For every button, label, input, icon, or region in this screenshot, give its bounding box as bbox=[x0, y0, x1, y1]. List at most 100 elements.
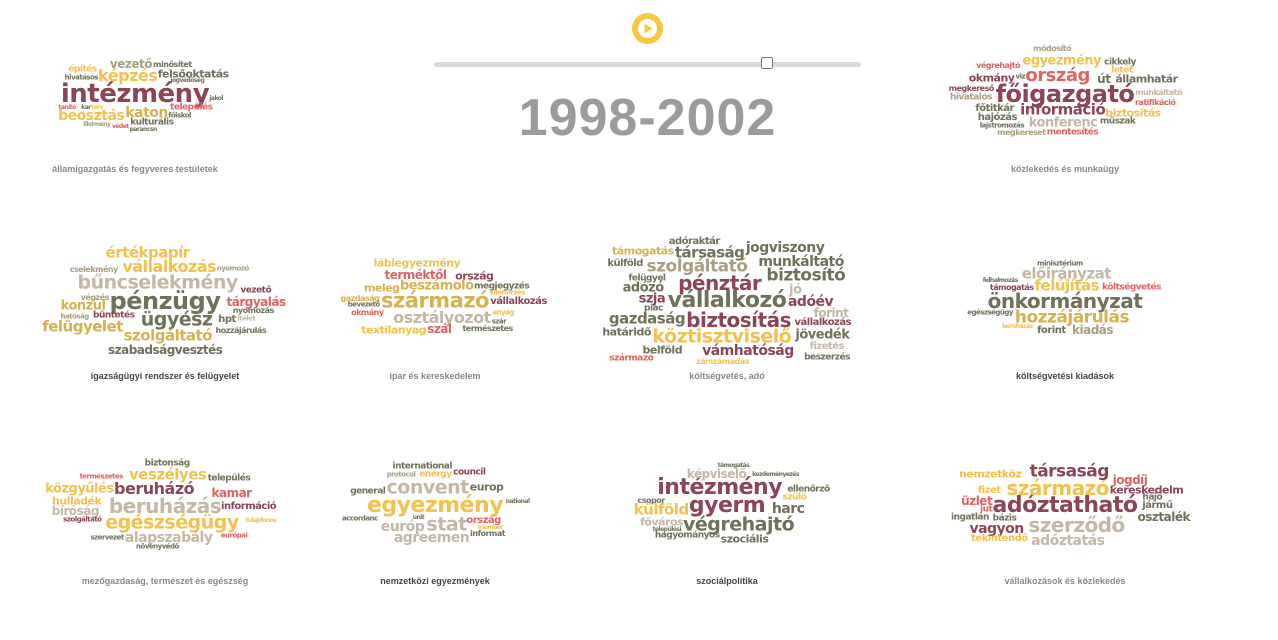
cloud-word: önkormányzat bbox=[987, 289, 1143, 313]
cloud-word: módosító bbox=[1033, 43, 1072, 53]
cloud-word: anyag bbox=[492, 308, 514, 317]
cloud-word: agreemen bbox=[393, 530, 470, 547]
cloud-word: bázis bbox=[992, 513, 1017, 524]
cloud-word: ingatlan bbox=[951, 512, 989, 523]
cloud-word: egyezmény bbox=[1022, 53, 1101, 69]
cloud-word: textilanyag bbox=[361, 323, 427, 337]
cloud-word: beruházó bbox=[114, 478, 195, 498]
cloud-word: információ bbox=[1020, 100, 1106, 119]
word-cloud[interactable]: gyerm intézmény végrehajtó külföld harc képvi… bbox=[602, 442, 852, 586]
cloud-word: vállalkozás bbox=[122, 257, 217, 277]
cloud-word: megkereset bbox=[997, 127, 1046, 137]
cloud-word: terméktől bbox=[384, 268, 447, 283]
cloud-word: adóév bbox=[787, 293, 834, 310]
cloud-word: felügyel bbox=[628, 273, 666, 283]
cloud-word: hivatalos bbox=[949, 92, 992, 103]
cloud-word: értékpapír bbox=[105, 243, 191, 262]
cloud-word: vállalkozás bbox=[794, 316, 852, 328]
cloud-word: vámhatóság bbox=[702, 342, 794, 359]
cloud-word: parancsn bbox=[129, 125, 158, 133]
cloud-word: national bbox=[505, 497, 530, 505]
cloud-word: hpt bbox=[218, 314, 236, 326]
cloud-title: szociálpolitika bbox=[696, 576, 758, 586]
word-cloud[interactable]: önkormányzat hozzájárulás felújítás előirán… bbox=[940, 237, 1190, 381]
cloud-word: ország bbox=[466, 514, 501, 526]
cloud-word: hivatásos bbox=[64, 73, 99, 82]
cloud-word: vállalkozó bbox=[667, 288, 787, 313]
cloud-word: megjegyzés bbox=[474, 281, 530, 292]
cloud-word: főváros bbox=[640, 515, 684, 529]
play-button[interactable] bbox=[632, 13, 663, 44]
cloud-word: szolgáltató bbox=[63, 515, 102, 524]
cloud-word: general bbox=[350, 486, 386, 497]
cloud-word: adóztatás bbox=[1031, 532, 1105, 549]
cloud-word: egészségügy bbox=[967, 308, 1013, 317]
cloud-word: protocol bbox=[386, 470, 416, 479]
cloud-word: főtitkár bbox=[975, 102, 1014, 114]
word-cloud-area: adóztatható származó szerződő társaság adózt… bbox=[940, 442, 1190, 572]
cloud-word: convent bbox=[386, 476, 470, 499]
cloud-word: informat bbox=[470, 528, 506, 538]
cloud-word: kereskedelm bbox=[1109, 483, 1184, 497]
cloud-word: felsőoktatás bbox=[157, 67, 229, 81]
word-cloud[interactable]: főigazgató ország információ konferenc egyez… bbox=[940, 30, 1190, 174]
cloud-word: információ bbox=[221, 500, 277, 512]
cloud-word: member bbox=[477, 523, 503, 531]
cloud-word: növényvédő bbox=[136, 542, 179, 551]
word-cloud[interactable]: származó osztályozot beszámoló terméktől szá… bbox=[310, 237, 560, 381]
cloud-word: biztosító bbox=[766, 265, 846, 286]
cloud-word: jövedék bbox=[795, 327, 850, 343]
cloud-word: társaság bbox=[674, 243, 745, 262]
cloud-word: okmány bbox=[968, 71, 1015, 85]
cloud-word: fizet bbox=[977, 484, 1001, 496]
cloud-word: származó bbox=[609, 353, 654, 364]
year-slider[interactable] bbox=[434, 57, 861, 69]
cloud-word: letét bbox=[1111, 65, 1133, 76]
cloud-word: okmány bbox=[351, 308, 384, 318]
cloud-word: zárszámadás bbox=[696, 356, 750, 366]
cloud-word: gyerm bbox=[688, 493, 766, 518]
cloud-word: ellenőrző bbox=[787, 484, 830, 495]
word-cloud[interactable]: pénzügy bűncselekmény ügyész vállalkozás szo… bbox=[40, 237, 290, 381]
cloud-word: államhatár bbox=[1115, 72, 1178, 86]
slider-handle[interactable] bbox=[760, 57, 773, 69]
cloud-word: nyomozó bbox=[216, 264, 249, 273]
word-cloud-area: gyerm intézmény végrehajtó külföld harc képvi… bbox=[602, 442, 852, 572]
cloud-word: támogatás bbox=[611, 244, 674, 258]
cloud-word: megkereső bbox=[948, 83, 995, 93]
word-cloud-area: beruházás egészségügy beruházó veszélyes ala… bbox=[40, 442, 290, 572]
cloud-word: hajózás bbox=[977, 112, 1018, 124]
cloud-word: osztalék bbox=[1137, 510, 1191, 525]
word-cloud[interactable]: adóztatható származó szerződő társaság adózt… bbox=[940, 442, 1190, 586]
word-cloud[interactable]: egyezmény convent stat agreemen európ europ or… bbox=[310, 442, 560, 586]
cloud-word: vagyon bbox=[969, 520, 1024, 537]
cloud-word: vezető bbox=[109, 57, 153, 72]
word-cloud[interactable]: intézmény képzés katon beosztás vezető felsőo… bbox=[10, 30, 260, 174]
cloud-word: katon bbox=[125, 104, 168, 121]
cloud-title: nemzetközi egyezmények bbox=[380, 576, 490, 586]
cloud-word: természetes bbox=[79, 472, 123, 481]
cloud-word: cselekmény bbox=[69, 264, 119, 274]
cloud-word: költségvetés bbox=[1102, 282, 1162, 293]
cloud-word: társaság bbox=[1029, 461, 1110, 482]
cloud-word: forint bbox=[1037, 325, 1066, 337]
cloud-word: hajó bbox=[1142, 492, 1163, 503]
cloud-word: gazdaság bbox=[608, 309, 686, 328]
word-cloud[interactable]: beruházás egészségügy beruházó veszélyes ala… bbox=[40, 442, 290, 586]
cloud-word: illetmény bbox=[83, 121, 111, 129]
cloud-word: jogviszony bbox=[745, 240, 825, 257]
cloud-word: alapszabály bbox=[124, 529, 213, 546]
cloud-word: council bbox=[453, 467, 486, 478]
cloud-word: kezdeményezés bbox=[752, 470, 800, 478]
cloud-word: jó bbox=[789, 282, 802, 298]
cloud-word: ratifikáció bbox=[1134, 97, 1176, 107]
cloud-word: külföld bbox=[633, 500, 690, 519]
cloud-title: közlekedés és munkaügy bbox=[1010, 164, 1120, 174]
cloud-word: jármű bbox=[1142, 500, 1173, 512]
word-cloud[interactable]: vállalkozó pénztár biztosítás köztisztvisel… bbox=[602, 236, 852, 381]
cloud-word: üzlet bbox=[961, 493, 993, 508]
cloud-word: munkáltató bbox=[1135, 87, 1182, 97]
cloud-title: ipar és kereskedelem bbox=[389, 371, 481, 381]
cloud-word: szolgáltató bbox=[123, 326, 213, 345]
cloud-word: település bbox=[170, 102, 213, 113]
